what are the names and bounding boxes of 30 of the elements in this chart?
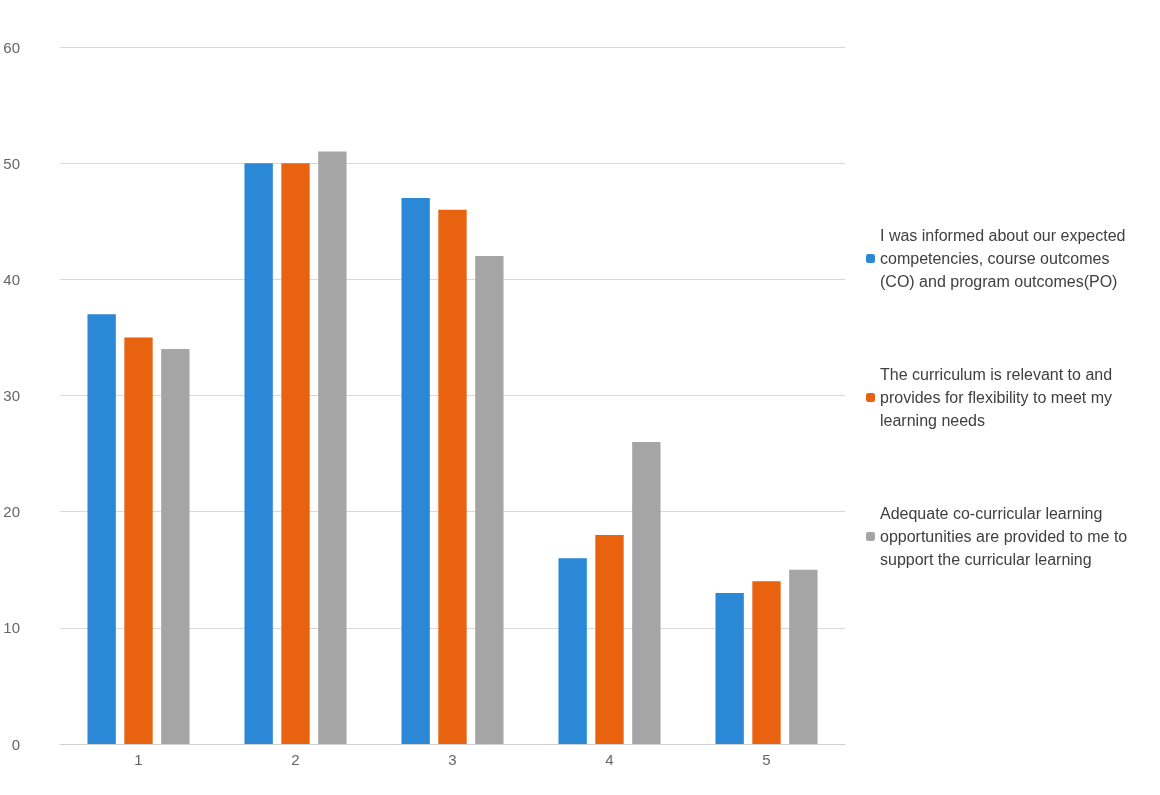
y-tick-label: 40 <box>3 270 20 288</box>
x-tick-label: 4 <box>605 751 614 768</box>
bar <box>475 256 504 744</box>
bar <box>752 581 781 744</box>
bar <box>244 163 273 744</box>
y-tick-label: 50 <box>3 154 20 172</box>
bar <box>281 163 310 744</box>
y-tick-label: 0 <box>11 735 20 753</box>
bar <box>715 592 744 744</box>
bar <box>401 198 430 744</box>
bar <box>87 314 116 744</box>
bar <box>161 349 190 744</box>
y-tick-label: 30 <box>3 387 20 404</box>
bar <box>595 534 624 744</box>
x-tick-label: 3 <box>448 751 457 768</box>
bar <box>789 569 818 744</box>
x-tick-label: 5 <box>762 751 771 768</box>
legend-label: Adequate co-curricular learning opportunities are provided to me to support the curricular learning <box>880 505 1132 568</box>
bar <box>438 209 467 744</box>
bar <box>558 558 587 744</box>
bar <box>318 151 347 744</box>
bar <box>124 337 153 744</box>
legend-label: The curriculum is relevant to and provides for flexibility to meet my learning needs <box>880 366 1117 429</box>
bar <box>632 441 661 744</box>
x-tick-label: 2 <box>291 751 300 768</box>
y-tick-label: 20 <box>3 503 20 521</box>
legend-label: I was informed about our expected competencies, course outcomes (CO) and program outcomes(PO) <box>880 227 1130 290</box>
x-tick-label: 1 <box>134 751 143 768</box>
y-tick-label: 60 <box>3 38 20 56</box>
y-tick-label: 10 <box>3 619 20 637</box>
